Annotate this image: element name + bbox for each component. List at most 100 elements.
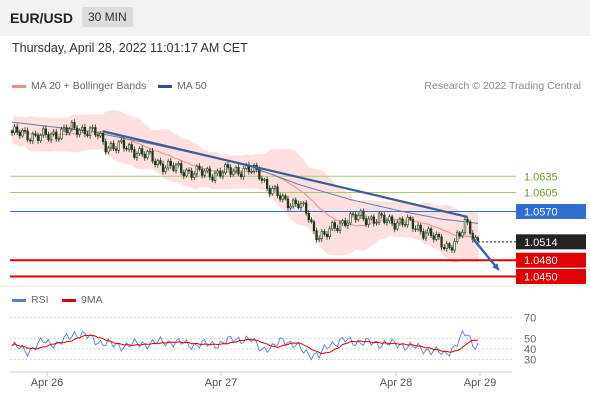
candle-body — [133, 149, 136, 158]
symbol-title: EUR/USD — [10, 10, 74, 26]
candle-body — [299, 203, 303, 209]
candle-body — [344, 220, 347, 226]
candle-body — [232, 170, 235, 175]
candle-body — [398, 218, 402, 224]
candle-body — [114, 148, 118, 151]
candle-body — [281, 195, 284, 200]
projection-arrow-head — [492, 263, 499, 270]
candle-body — [52, 131, 55, 135]
rsi-tick-label-0: 70 — [524, 313, 536, 325]
candle-body — [138, 148, 141, 155]
candle-body — [224, 164, 227, 174]
candle-body — [112, 143, 115, 150]
candle-body — [156, 160, 159, 165]
candle-body — [294, 199, 297, 205]
candle-body — [338, 222, 342, 231]
candle-body — [109, 143, 113, 149]
candle-body — [359, 210, 362, 216]
candle-body — [128, 144, 131, 150]
candle-body — [346, 222, 349, 226]
candle-body — [265, 179, 269, 189]
candle-body — [463, 218, 467, 233]
candle-body — [198, 165, 201, 170]
candle-body — [190, 170, 193, 178]
rsi-tick-label-2: 40 — [524, 344, 536, 356]
rsi-tick-label-3: 30 — [524, 355, 536, 367]
candle-body — [229, 167, 232, 175]
candle-body — [31, 133, 34, 142]
level-label-0: 1.0635 — [524, 171, 558, 183]
candle-body — [86, 133, 89, 137]
candle-body — [422, 231, 425, 239]
candle-body — [429, 228, 433, 236]
candle-body — [125, 148, 128, 150]
candle-body — [70, 122, 74, 130]
candle-body — [21, 129, 24, 137]
candle-body — [278, 195, 282, 200]
candle-body — [104, 141, 107, 153]
candle-body — [411, 218, 415, 230]
candle-body — [216, 170, 219, 174]
candle-body — [385, 220, 389, 223]
candle-body — [445, 243, 448, 249]
candle-body — [341, 220, 344, 224]
candle-body — [94, 127, 97, 136]
candle-body — [195, 165, 198, 175]
candle-body — [474, 237, 477, 240]
candle-body — [23, 129, 27, 132]
candle-body — [78, 129, 81, 135]
candle-body — [466, 218, 469, 223]
candle-body — [154, 160, 157, 165]
candle-body — [239, 173, 243, 178]
candle-body — [29, 139, 32, 142]
candle-body — [60, 128, 63, 139]
timeframe-badge[interactable]: 30 MIN — [82, 7, 133, 27]
legend-ma50-swatch — [158, 84, 172, 88]
candle-body — [362, 210, 365, 220]
candle-body — [203, 170, 206, 176]
level-label-box-4 — [516, 252, 586, 268]
candle-body — [91, 127, 94, 129]
legend-rsi: RSI — [12, 294, 49, 306]
candle-body — [315, 230, 318, 241]
candle-body — [211, 176, 214, 181]
x-tick-label-0: Apr 26 — [31, 377, 63, 389]
candle-body — [375, 222, 378, 224]
candle-body — [68, 128, 71, 134]
candle-body — [117, 141, 120, 151]
candle-body — [167, 160, 170, 169]
candle-body — [42, 128, 45, 136]
candle-body — [208, 168, 212, 178]
candle-body — [18, 131, 21, 137]
candle-body — [286, 198, 290, 209]
candle-body — [325, 234, 329, 237]
candle-body — [458, 232, 461, 237]
candle-body — [172, 165, 175, 171]
candle-body — [427, 228, 430, 234]
candle-body — [271, 188, 274, 195]
candle-body — [419, 224, 422, 232]
candle-body — [403, 224, 407, 226]
legend-ma50-label: MA 50 — [177, 80, 207, 92]
candle-body — [250, 171, 253, 173]
candle-body — [297, 203, 300, 209]
candle-body — [364, 218, 368, 225]
candle-body — [318, 238, 321, 241]
candle-body — [200, 169, 204, 176]
candle-body — [260, 178, 264, 181]
candle-body — [351, 213, 355, 215]
candle-body — [81, 126, 84, 131]
legend-rsi-swatch — [12, 298, 26, 302]
candle-body — [234, 167, 238, 172]
legend-ma20-swatch — [12, 84, 26, 88]
candle-body — [320, 231, 323, 239]
candle-body — [354, 214, 357, 221]
candle-body — [151, 150, 154, 162]
level-label-box-2 — [516, 203, 586, 219]
candle-body — [333, 222, 336, 229]
x-tick-label-3: Apr 29 — [464, 377, 496, 389]
x-tick-label-2: Apr 28 — [380, 377, 412, 389]
candle-body — [409, 216, 412, 220]
candle-body — [159, 160, 162, 165]
